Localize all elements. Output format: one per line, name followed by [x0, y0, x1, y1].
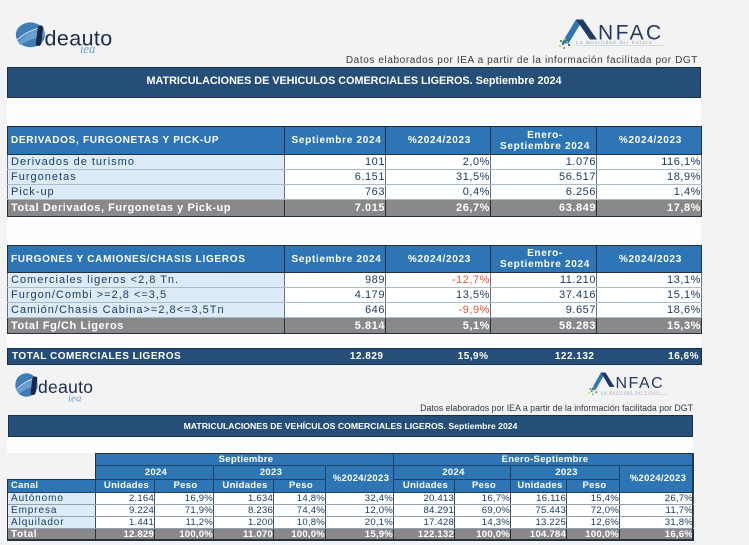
svg-text:La Movilidad del Futuro: La Movilidad del Futuro: [576, 40, 653, 45]
svg-text:iea: iea: [80, 42, 95, 56]
svg-text:NFAC: NFAC: [616, 375, 665, 392]
svg-text:deauto: deauto: [38, 377, 93, 397]
svg-text:La Movilidad del Futuro: La Movilidad del Futuro: [601, 391, 662, 395]
svg-text:NFAC: NFAC: [598, 22, 664, 45]
svg-text:deauto: deauto: [45, 27, 113, 51]
svg-text:iea: iea: [68, 393, 82, 405]
